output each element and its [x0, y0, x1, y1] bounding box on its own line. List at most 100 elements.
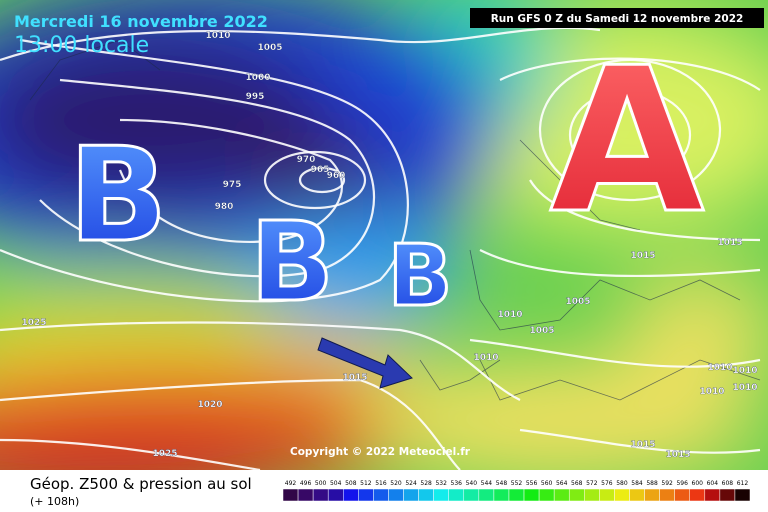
scale-label: 612 [737, 480, 749, 487]
isobar-label: 1015 [342, 373, 367, 383]
scale-swatch [629, 488, 645, 502]
scale-swatch [433, 488, 449, 502]
isobar-label: 980 [215, 202, 234, 212]
pressure-center: A [550, 25, 705, 258]
forecast-date: Mercredi 16 novembre 2022 [14, 12, 268, 31]
scale-label: 560 [541, 480, 553, 487]
scale-label: 492 [285, 480, 297, 487]
scale-swatch [297, 488, 314, 502]
scale-label: 520 [390, 480, 402, 487]
scale-swatch [689, 488, 706, 502]
scale-swatch [523, 488, 540, 502]
scale-label: 600 [692, 480, 704, 487]
isobar-label: 960 [327, 171, 346, 181]
scale-swatch [734, 488, 751, 502]
scale-swatch [403, 488, 419, 502]
pressure-center: B [250, 198, 334, 326]
scale-label: 604 [707, 480, 719, 487]
scale-label: 552 [511, 480, 523, 487]
isobar-label: 1015 [630, 440, 655, 450]
scale-swatch [568, 488, 585, 502]
scale-swatch [614, 488, 630, 502]
scale-swatch [493, 488, 510, 502]
scale-label: 500 [315, 480, 327, 487]
run-info: Run GFS 0 Z du Samedi 12 novembre 2022 [491, 13, 744, 25]
isobar-label: 970 [297, 155, 316, 165]
scale-swatch [508, 488, 525, 502]
isobar-label: 1000 [245, 73, 270, 83]
isobar-label: 1005 [565, 297, 590, 307]
scale-label: 608 [722, 480, 734, 487]
isobar-label: 1010 [732, 366, 757, 376]
forecast-time: 13:00 locale [14, 33, 149, 58]
run-box [470, 8, 764, 28]
isobar-label: 1015 [630, 251, 655, 261]
scale-swatch [327, 488, 344, 502]
isobar-label: 1010 [699, 387, 724, 397]
isobar-label: 1025 [21, 318, 46, 328]
scale-label: 532 [435, 480, 447, 487]
scale-label: 580 [616, 480, 628, 487]
scale-label: 588 [646, 480, 658, 487]
scale-swatch [599, 488, 615, 502]
scale-label: 496 [300, 480, 312, 487]
scale-label: 564 [556, 480, 568, 487]
scale-swatch [644, 488, 660, 502]
scale-label: 548 [496, 480, 508, 487]
scale-label: 528 [420, 480, 432, 487]
isobar-label: 1010 [473, 353, 498, 363]
isobar-label: 1010 [707, 363, 732, 373]
scale-label: 556 [526, 480, 538, 487]
isobar-label: 995 [246, 92, 265, 102]
scale-label: 576 [601, 480, 613, 487]
scale-swatch [282, 488, 299, 502]
scale-label: 524 [405, 480, 417, 487]
scale-swatch [448, 488, 465, 502]
scale-swatch [553, 488, 570, 502]
scale-swatch [538, 488, 555, 502]
scale-label: 508 [345, 480, 357, 487]
scale-label: 568 [571, 480, 583, 487]
isobar-label: 1015 [665, 450, 690, 460]
isobar-label: 1005 [257, 43, 282, 53]
isobar-label: 965 [311, 165, 330, 175]
scale-label: 504 [330, 480, 342, 487]
scale-swatch [358, 488, 374, 502]
isobar-label: 1010 [732, 383, 757, 393]
scale-swatch [584, 488, 600, 502]
scale-label: 544 [481, 480, 493, 487]
scale-swatch [478, 488, 495, 502]
scale-swatch [343, 488, 359, 502]
scale-label: 592 [661, 480, 673, 487]
scale-swatch [719, 488, 736, 502]
pressure-center: B [388, 227, 453, 326]
isobar-label: 1010 [497, 310, 522, 320]
pressure-center: B [68, 119, 167, 271]
scale-swatch [463, 488, 480, 502]
scale-label: 516 [375, 480, 387, 487]
isobar-label: 1005 [529, 326, 554, 336]
isobar-label: 1025 [152, 449, 177, 459]
scale-label: 512 [360, 480, 372, 487]
isobar-label: 1020 [197, 400, 222, 410]
scale-swatch [418, 488, 434, 502]
isobar-label: 1015 [717, 238, 742, 248]
scale-label: 540 [466, 480, 478, 487]
isobar-label: 975 [223, 180, 242, 190]
scale-label: 536 [451, 480, 463, 487]
scale-swatch [312, 488, 329, 502]
copyright: Copyright © 2022 Meteociel.fr [290, 446, 471, 458]
legend-lead: (+ 108h) [30, 495, 79, 508]
scale-swatch [388, 488, 404, 502]
scale-swatch [373, 488, 389, 502]
scale-swatch [704, 488, 721, 502]
scale-label: 572 [586, 480, 598, 487]
scale-label: 584 [631, 480, 643, 487]
scale-swatch [674, 488, 690, 502]
wind-arrow [317, 337, 413, 389]
isobar-label: 1010 [205, 31, 230, 41]
scale-label: 596 [676, 480, 688, 487]
scale-swatch [659, 488, 675, 502]
